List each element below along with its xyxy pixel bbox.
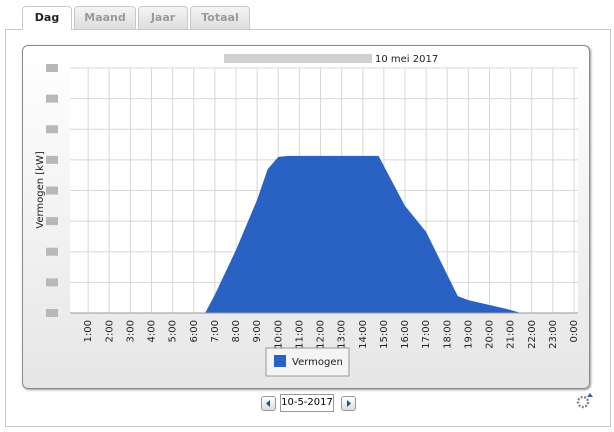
- blurred-tick-label: [46, 247, 58, 256]
- x-tick-label: 11:00: [294, 320, 305, 349]
- x-tick-label: 2:00: [104, 320, 115, 342]
- area: [205, 155, 522, 313]
- tab[interactable]: Totaal: [190, 6, 250, 29]
- blurred-tick-label: [46, 278, 58, 287]
- x-tick-label: 16:00: [400, 320, 411, 349]
- blurred-tick-label: [46, 217, 58, 226]
- x-tick-label: 10:00: [273, 320, 284, 349]
- legend-label[interactable]: Vermogen: [292, 357, 343, 368]
- x-tick-label: 12:00: [316, 320, 327, 349]
- prev-button[interactable]: [261, 396, 276, 411]
- x-tick-label: 1:00: [83, 320, 94, 342]
- next-button[interactable]: [341, 396, 356, 411]
- x-tick-label: 15:00: [379, 320, 390, 349]
- settings-icon[interactable]: [576, 395, 590, 409]
- x-tick-label: 13:00: [337, 320, 348, 349]
- tab[interactable]: Maand: [74, 6, 136, 29]
- blurred-tick-label: [46, 94, 58, 103]
- x-tick-label: 4:00: [147, 320, 158, 342]
- expand-icon[interactable]: [587, 393, 593, 397]
- tab[interactable]: Jaar: [138, 6, 188, 29]
- x-tick-label: 0:00: [569, 320, 580, 342]
- x-tick-label: 3:00: [125, 320, 136, 342]
- x-tick-label: 7:00: [210, 320, 221, 342]
- x-tick-label: 17:00: [421, 320, 432, 349]
- x-tick-label: 22:00: [527, 320, 538, 349]
- legend-swatch: [274, 355, 286, 367]
- blurred-tick-label: [46, 155, 58, 164]
- x-tick-label: 9:00: [252, 320, 263, 342]
- blurred-tick-label: [46, 186, 58, 195]
- x-tick-label: 5:00: [168, 320, 179, 342]
- blurred-tick-label: [46, 309, 58, 317]
- x-tick-label: 20:00: [485, 320, 496, 349]
- blurred-tick-label: [46, 64, 58, 72]
- blurred-title: [224, 54, 372, 63]
- x-tick-label: 21:00: [506, 320, 517, 349]
- tab[interactable]: Dag: [22, 6, 72, 30]
- x-tick-label: 19:00: [463, 320, 474, 349]
- y-axis-label: Vermogen [kW]: [35, 151, 46, 229]
- x-tick-label: 23:00: [548, 320, 559, 349]
- blurred-tick-label: [46, 125, 58, 134]
- date-input[interactable]: 10-5-2017: [280, 394, 334, 412]
- x-tick-label: 18:00: [442, 320, 453, 349]
- x-tick-label: 14:00: [358, 320, 369, 349]
- x-tick-label: 6:00: [189, 320, 200, 342]
- x-tick-label: 8:00: [231, 320, 242, 342]
- chart-title: 10 mei 2017: [375, 54, 438, 65]
